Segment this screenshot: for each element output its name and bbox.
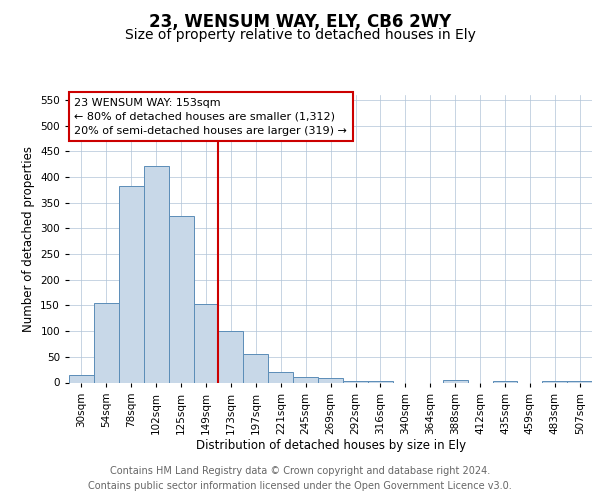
Bar [244,354,268,382]
Bar [268,372,293,382]
Bar [567,381,592,382]
Text: 23 WENSUM WAY: 153sqm
← 80% of detached houses are smaller (1,312)
20% of semi-d: 23 WENSUM WAY: 153sqm ← 80% of detached … [74,98,347,136]
Text: 23, WENSUM WAY, ELY, CB6 2WY: 23, WENSUM WAY, ELY, CB6 2WY [149,12,451,30]
Bar [542,381,567,382]
Bar [443,380,467,382]
Text: Size of property relative to detached houses in Ely: Size of property relative to detached ho… [125,28,475,42]
Bar [218,331,244,382]
Y-axis label: Number of detached properties: Number of detached properties [22,146,35,332]
Bar [493,381,517,382]
Bar [293,378,318,382]
Bar [318,378,343,382]
Bar [368,381,393,382]
Bar [194,304,218,382]
X-axis label: Distribution of detached houses by size in Ely: Distribution of detached houses by size … [196,439,466,452]
Bar [169,216,194,382]
Text: Contains public sector information licensed under the Open Government Licence v3: Contains public sector information licen… [88,481,512,491]
Bar [69,375,94,382]
Text: Contains HM Land Registry data © Crown copyright and database right 2024.: Contains HM Land Registry data © Crown c… [110,466,490,476]
Bar [144,166,169,382]
Bar [94,303,119,382]
Bar [119,186,144,382]
Bar [343,381,368,382]
